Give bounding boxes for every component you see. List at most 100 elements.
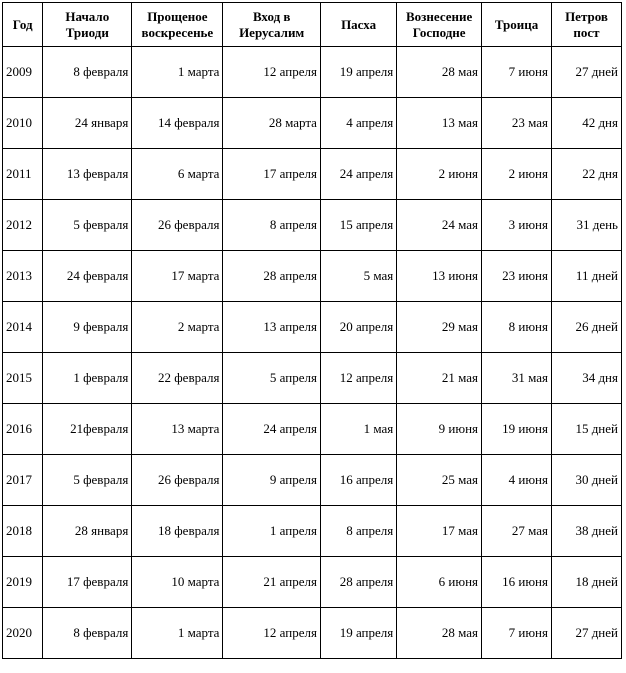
cell: 5 апреля: [223, 353, 321, 404]
cell-year: 2009: [3, 47, 43, 98]
cell: 28 апреля: [320, 557, 396, 608]
cell: 19 апреля: [320, 608, 396, 659]
table-row: 2011 13 февраля 6 марта 17 апреля 24 апр…: [3, 149, 622, 200]
cell: 42 дня: [551, 98, 621, 149]
cell-year: 2012: [3, 200, 43, 251]
table-row: 2012 5 февраля 26 февраля 8 апреля 15 ап…: [3, 200, 622, 251]
cell: 11 дней: [551, 251, 621, 302]
cell: 21 апреля: [223, 557, 321, 608]
table-row: 2020 8 февраля 1 марта 12 апреля 19 апре…: [3, 608, 622, 659]
cell: 15 апреля: [320, 200, 396, 251]
table-row: 2013 24 февраля 17 марта 28 апреля 5 мая…: [3, 251, 622, 302]
cell: 9 февраля: [43, 302, 132, 353]
cell: 6 марта: [132, 149, 223, 200]
cell: 25 мая: [397, 455, 482, 506]
cell: 26 февраля: [132, 455, 223, 506]
cell: 21 мая: [397, 353, 482, 404]
cell: 13 июня: [397, 251, 482, 302]
cell: 38 дней: [551, 506, 621, 557]
cell: 5 февраля: [43, 200, 132, 251]
table-row: 2014 9 февраля 2 марта 13 апреля 20 апре…: [3, 302, 622, 353]
cell: 12 апреля: [223, 608, 321, 659]
cell: 3 июня: [482, 200, 552, 251]
cell: 4 апреля: [320, 98, 396, 149]
col-peter-fast: Петров пост: [551, 3, 621, 47]
cell: 23 июня: [482, 251, 552, 302]
col-jerusalem: Вход в Иерусалим: [223, 3, 321, 47]
cell: 14 февраля: [132, 98, 223, 149]
col-year: Год: [3, 3, 43, 47]
table-row: 2018 28 января 18 февраля 1 апреля 8 апр…: [3, 506, 622, 557]
cell: 26 февраля: [132, 200, 223, 251]
cell: 20 апреля: [320, 302, 396, 353]
cell-year: 2020: [3, 608, 43, 659]
cell: 22 дня: [551, 149, 621, 200]
cell: 2 июня: [482, 149, 552, 200]
cell-year: 2010: [3, 98, 43, 149]
cell: 27 мая: [482, 506, 552, 557]
cell: 8 апреля: [320, 506, 396, 557]
cell: 26 дней: [551, 302, 621, 353]
col-ascension: Вознесение Господне: [397, 3, 482, 47]
cell: 34 дня: [551, 353, 621, 404]
table-row: 2010 24 января 14 февраля 28 марта 4 апр…: [3, 98, 622, 149]
cell-year: 2018: [3, 506, 43, 557]
cell: 15 дней: [551, 404, 621, 455]
cell: 1 февраля: [43, 353, 132, 404]
cell: 16 апреля: [320, 455, 396, 506]
col-forgiveness: Прощеное воскресенье: [132, 3, 223, 47]
col-triodi: Начало Триоди: [43, 3, 132, 47]
cell: 6 июня: [397, 557, 482, 608]
cell: 4 июня: [482, 455, 552, 506]
cell: 24 января: [43, 98, 132, 149]
cell-year: 2013: [3, 251, 43, 302]
cell: 2 июня: [397, 149, 482, 200]
cell: 31 день: [551, 200, 621, 251]
cell: 17 марта: [132, 251, 223, 302]
table-row: 2016 21февраля 13 марта 24 апреля 1 мая …: [3, 404, 622, 455]
cell: 17 февраля: [43, 557, 132, 608]
cell: 13 февраля: [43, 149, 132, 200]
cell: 2 марта: [132, 302, 223, 353]
cell: 7 июня: [482, 47, 552, 98]
cell: 8 февраля: [43, 47, 132, 98]
table-row: 2017 5 февраля 26 февраля 9 апреля 16 ап…: [3, 455, 622, 506]
cell: 9 июня: [397, 404, 482, 455]
cell: 29 мая: [397, 302, 482, 353]
table-body: 2009 8 февраля 1 марта 12 апреля 19 апре…: [3, 47, 622, 659]
table-row: 2019 17 февраля 10 марта 21 апреля 28 ап…: [3, 557, 622, 608]
cell: 17 апреля: [223, 149, 321, 200]
cell: 1 апреля: [223, 506, 321, 557]
cell: 27 дней: [551, 47, 621, 98]
col-trinity: Троица: [482, 3, 552, 47]
cell: 5 мая: [320, 251, 396, 302]
cell: 21февраля: [43, 404, 132, 455]
holidays-table: Год Начало Триоди Прощеное воскресенье В…: [2, 2, 622, 659]
cell: 1 марта: [132, 47, 223, 98]
cell: 1 марта: [132, 608, 223, 659]
cell: 16 июня: [482, 557, 552, 608]
cell: 8 июня: [482, 302, 552, 353]
table-row: 2015 1 февраля 22 февраля 5 апреля 12 ап…: [3, 353, 622, 404]
cell: 8 апреля: [223, 200, 321, 251]
cell: 19 июня: [482, 404, 552, 455]
cell-year: 2016: [3, 404, 43, 455]
cell-year: 2017: [3, 455, 43, 506]
cell-year: 2014: [3, 302, 43, 353]
cell: 19 апреля: [320, 47, 396, 98]
cell: 10 марта: [132, 557, 223, 608]
cell: 28 января: [43, 506, 132, 557]
cell-year: 2011: [3, 149, 43, 200]
cell: 24 мая: [397, 200, 482, 251]
cell: 8 февраля: [43, 608, 132, 659]
cell: 23 мая: [482, 98, 552, 149]
table-header: Год Начало Триоди Прощеное воскресенье В…: [3, 3, 622, 47]
cell: 18 февраля: [132, 506, 223, 557]
cell: 18 дней: [551, 557, 621, 608]
table-header-row: Год Начало Триоди Прощеное воскресенье В…: [3, 3, 622, 47]
cell: 13 марта: [132, 404, 223, 455]
cell-year: 2019: [3, 557, 43, 608]
cell: 17 мая: [397, 506, 482, 557]
cell: 13 мая: [397, 98, 482, 149]
cell: 28 мая: [397, 47, 482, 98]
